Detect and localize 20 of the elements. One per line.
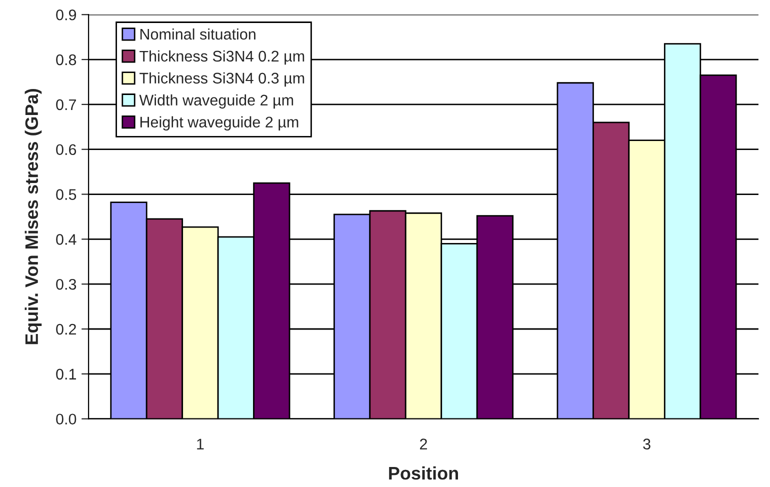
x-axis-title: Position (389, 466, 458, 480)
y-tick-label: 0.3 (56, 278, 76, 290)
y-tick-label: 0.2 (56, 324, 76, 335)
y-tick-label: 0.9 (56, 9, 76, 20)
y-tick-label: 0.4 (56, 234, 76, 245)
y-tick-label: 0.7 (56, 99, 76, 110)
x-tick-label: 1 (197, 438, 204, 450)
y-tick-label: 0.5 (56, 189, 76, 200)
y-tick-label: 0.8 (56, 54, 76, 66)
y-axis-title: Equiv. Von Mises stress (GPa) (24, 88, 42, 344)
legend-label: Thickness Si3N4 0.3 µm (140, 72, 304, 87)
legend-label: Height waveguide 2 µm (140, 116, 298, 131)
x-tick-label: 3 (643, 438, 650, 450)
y-tick-label: 0.6 (56, 144, 76, 156)
y-tick-label: 0.1 (56, 368, 76, 380)
x-tick-label: 2 (420, 438, 427, 450)
legend-label: Width waveguide 2 µm (139, 94, 294, 109)
legend-label: Nominal situation (140, 28, 256, 40)
y-tick-label: 0.0 (56, 414, 76, 425)
legend-label: Thickness Si3N4 0.2 µm (140, 50, 304, 65)
